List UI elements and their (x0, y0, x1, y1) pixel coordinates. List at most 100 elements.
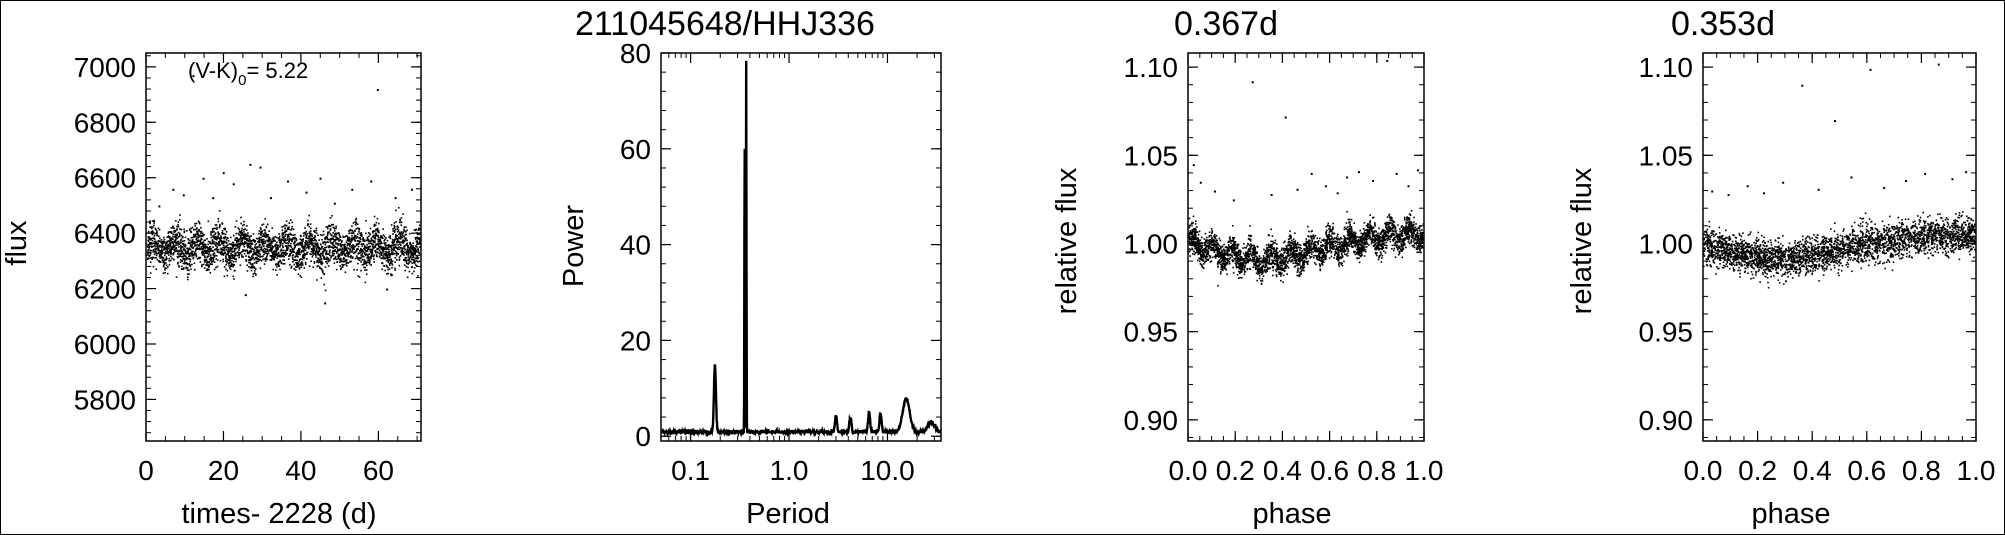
data-point (366, 244, 368, 246)
data-point (1288, 259, 1290, 262)
data-point (171, 246, 174, 249)
data-point (174, 250, 176, 253)
data-point (418, 246, 421, 248)
data-point (317, 245, 319, 248)
data-point (343, 245, 346, 247)
data-point (230, 262, 232, 264)
data-point (360, 233, 363, 236)
data-point (224, 235, 227, 238)
data-point (151, 246, 153, 248)
y-tick-label: 1.10 (1124, 52, 1179, 83)
data-point (376, 255, 378, 258)
data-point (342, 244, 344, 246)
data-point (396, 230, 399, 233)
data-point (321, 245, 324, 248)
data-point (199, 239, 202, 241)
data-point (182, 243, 185, 245)
data-point (405, 262, 408, 265)
data-point (330, 256, 332, 259)
data-point (273, 257, 275, 260)
data-point (236, 241, 238, 243)
data-point (184, 255, 187, 257)
data-point (293, 247, 296, 249)
data-point (1221, 251, 1223, 254)
data-point (147, 230, 150, 233)
data-point (413, 262, 416, 264)
data-point (259, 259, 261, 261)
data-point (174, 248, 176, 251)
data-point (324, 241, 326, 243)
data-point (1298, 243, 1300, 246)
data-point (168, 243, 170, 246)
data-point (155, 243, 157, 245)
data-point (1233, 252, 1236, 255)
data-point (1253, 244, 1256, 247)
data-point (160, 252, 162, 254)
data-point (1288, 235, 1291, 238)
data-point (210, 242, 213, 245)
data-point (1363, 236, 1366, 239)
data-point (341, 247, 344, 249)
data-point (258, 241, 261, 244)
data-point (177, 240, 180, 243)
data-point (229, 268, 232, 271)
data-point (209, 250, 211, 252)
data-point (275, 253, 278, 256)
data-point (219, 251, 222, 254)
data-point (1405, 229, 1408, 232)
data-point (229, 265, 232, 268)
data-point (221, 241, 224, 244)
periodogram-line (661, 60, 941, 438)
data-point (225, 245, 228, 247)
data-point (418, 227, 420, 230)
data-point (239, 253, 241, 255)
data-point (230, 265, 233, 267)
data-point (393, 241, 395, 244)
data-point (283, 259, 286, 261)
data-point (193, 262, 196, 265)
data-point (1417, 238, 1419, 240)
data-point (352, 237, 355, 240)
data-point (1335, 258, 1338, 260)
data-point (1376, 254, 1378, 257)
data-point (385, 255, 388, 257)
data-point (391, 262, 393, 265)
data-point (377, 243, 380, 246)
data-point (198, 247, 200, 250)
data-point (161, 246, 163, 249)
data-point (216, 251, 219, 253)
data-point (298, 242, 301, 244)
data-point (192, 257, 195, 259)
data-point (169, 231, 172, 233)
data-point (259, 243, 261, 246)
data-point (281, 252, 283, 254)
data-point (300, 262, 302, 264)
data-point (374, 241, 376, 244)
data-point (265, 225, 268, 228)
data-point (350, 244, 353, 247)
data-point (1410, 239, 1413, 241)
data-point (333, 202, 336, 205)
data-point (377, 236, 380, 239)
data-point (302, 250, 305, 253)
data-point (164, 246, 167, 249)
data-point (333, 246, 335, 249)
data-point (1369, 232, 1371, 234)
data-point (196, 232, 198, 234)
data-point (221, 243, 223, 245)
data-point (347, 243, 349, 245)
data-point (288, 241, 290, 243)
data-point (394, 250, 397, 252)
data-point (338, 253, 340, 256)
data-point (373, 261, 375, 263)
data-point (1350, 226, 1353, 229)
data-point (287, 243, 290, 245)
data-point (1385, 244, 1388, 247)
data-point (311, 243, 314, 246)
data-point (163, 263, 166, 265)
data-point (391, 249, 394, 251)
data-point (370, 264, 372, 266)
data-point (325, 251, 328, 254)
data-point (194, 250, 197, 253)
data-point (259, 256, 262, 258)
